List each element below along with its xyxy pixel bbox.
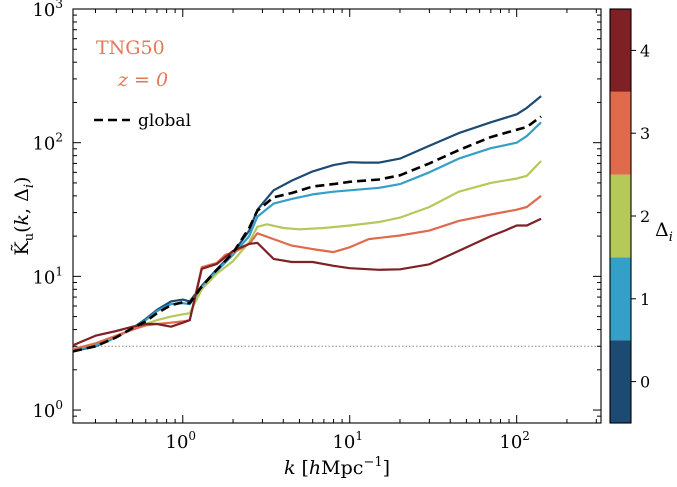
y-tick-label: 102 bbox=[32, 131, 63, 155]
annotation-simulation: TNG50 bbox=[96, 37, 165, 59]
colorbar-tick-label: 0 bbox=[640, 373, 650, 392]
series-line-delta-0 bbox=[72, 95, 542, 353]
colorbar-tick-label: 4 bbox=[640, 41, 650, 60]
series-line-delta-2 bbox=[72, 160, 542, 351]
tick-label-group: 100 101 102 100 101 102 103 bbox=[32, 0, 529, 453]
y-axis-label: K̃u(k, Δi) bbox=[11, 177, 37, 256]
colorbar-segment-3 bbox=[610, 91, 631, 175]
series-line-delta-1 bbox=[72, 121, 542, 352]
colorbar-segment-1 bbox=[610, 257, 631, 341]
series-line-delta-3 bbox=[72, 195, 542, 351]
axes-frame bbox=[72, 8, 602, 424]
colorbar-tick-label: 3 bbox=[640, 124, 650, 143]
legend-label-global: global bbox=[138, 111, 191, 131]
colorbar-segment-4 bbox=[610, 9, 631, 92]
x-tick-label: 102 bbox=[499, 429, 530, 453]
y-tick-label: 100 bbox=[32, 398, 63, 422]
colorbar-ticks: 0 1 2 3 4 bbox=[631, 41, 650, 392]
series-line-delta-4 bbox=[72, 217, 542, 347]
y-tick-label: 103 bbox=[32, 0, 63, 21]
x-tick-label: 100 bbox=[166, 429, 197, 453]
series-line-global bbox=[72, 115, 542, 353]
plot-area bbox=[72, 95, 601, 353]
colorbar-segment-2 bbox=[610, 174, 631, 258]
colorbar-segment-0 bbox=[610, 340, 631, 423]
tick-group bbox=[73, 8, 601, 424]
legend: global bbox=[94, 111, 191, 131]
annotation-redshift: z = 0 bbox=[117, 69, 168, 91]
x-tick-label: 101 bbox=[332, 429, 363, 453]
colorbar-tick-label: 1 bbox=[640, 290, 650, 309]
colorbar-label: Δi bbox=[655, 219, 673, 245]
y-tick-label: 101 bbox=[32, 264, 63, 288]
x-axis-label: k [hMpc−1] bbox=[284, 455, 390, 479]
series-group bbox=[72, 95, 542, 353]
colorbar bbox=[610, 9, 631, 423]
colorbar-tick-label: 2 bbox=[640, 207, 650, 226]
